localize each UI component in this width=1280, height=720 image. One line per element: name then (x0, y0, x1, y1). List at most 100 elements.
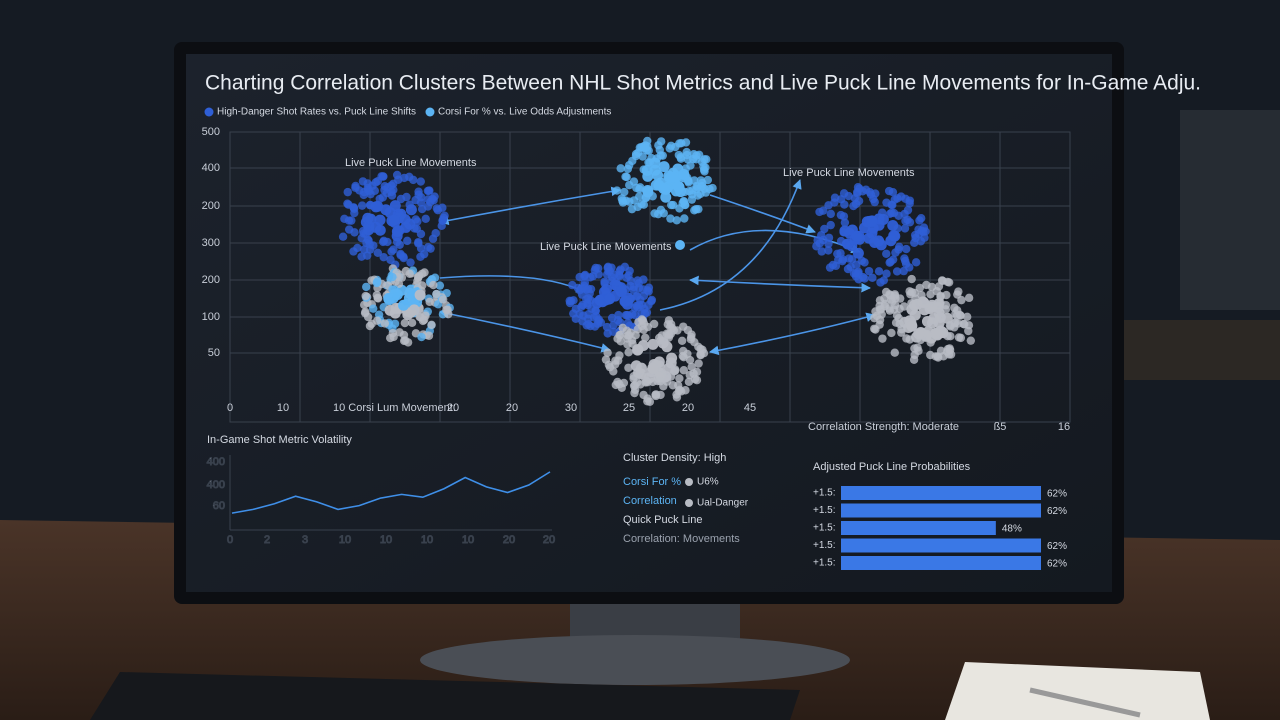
info-line: Corsi For % (623, 476, 681, 488)
cluster-dot (685, 355, 695, 365)
cluster-dot (373, 248, 382, 258)
x-tick-label: 20 (682, 402, 694, 414)
cluster-dot (668, 323, 677, 333)
cluster-dot (868, 273, 877, 282)
cluster-dot (666, 214, 675, 223)
info-dot (685, 499, 693, 507)
cluster-dot (907, 274, 916, 284)
bar-value-label: 48% (1002, 524, 1022, 535)
cluster-dot (689, 149, 699, 159)
cluster-dot (399, 213, 411, 225)
x-tick-label: 20 (447, 402, 459, 414)
cluster-dot (628, 339, 637, 348)
cluster-dot (389, 332, 398, 342)
cluster-dot (627, 204, 637, 214)
cluster-dot (380, 319, 390, 328)
cluster-dot (909, 299, 921, 311)
x-tick-label: 10 (380, 534, 392, 546)
cluster-dot (909, 355, 919, 364)
cluster-dot (892, 267, 902, 276)
cluster-dot (400, 221, 412, 233)
cluster-dot (395, 328, 404, 337)
cluster-dot (641, 378, 650, 387)
bar-chart: +1.5: 62% +1.5: 62% +1.5: 48% +1.5: 62% +1.5: 62% (813, 486, 1067, 570)
cluster-dot (379, 237, 388, 247)
legend-swatch (204, 107, 214, 117)
cluster-dot (417, 332, 426, 342)
cluster-dot (624, 363, 633, 372)
cluster-dot (343, 187, 352, 197)
cluster-dot (927, 317, 939, 329)
cluster-dot (864, 266, 874, 276)
info-line: Correlation (623, 495, 677, 507)
cluster-dot (603, 329, 612, 338)
cluster-dot (405, 269, 414, 279)
cluster-dot (959, 319, 968, 329)
cluster-dot (885, 304, 894, 313)
cluster-dot (438, 295, 448, 304)
cluster-dot (350, 208, 359, 218)
cluster-dot (679, 346, 688, 356)
cluster-dot (362, 282, 371, 292)
cluster-dot (357, 252, 366, 261)
cluster-dot (881, 287, 891, 297)
cluster-dot (391, 225, 403, 237)
cluster-dot (917, 296, 929, 308)
info-line: Ual-Danger (697, 498, 749, 509)
cluster-dot (668, 171, 680, 183)
cluster-dot (954, 287, 963, 296)
info-dot (685, 478, 693, 486)
cluster-dot (674, 150, 684, 160)
connectors (439, 179, 876, 356)
cluster-dot (679, 322, 688, 331)
cluster-dot (616, 164, 625, 173)
cluster-dot (629, 381, 639, 391)
cluster-dot (365, 321, 375, 331)
bar (841, 556, 1041, 570)
cluster-dot (871, 325, 880, 334)
cluster-dot (387, 187, 396, 197)
cluster-dot (605, 266, 614, 276)
cluster-dot (603, 348, 612, 357)
y-tick-label: 400 (207, 456, 225, 468)
cluster-dot (656, 336, 665, 345)
cluster-dot (921, 227, 930, 236)
cluster-dot (384, 304, 396, 316)
cluster-dot (946, 322, 955, 331)
line-chart: 400 400 60 0 2 3 10 10 10 10 20 20 (206, 455, 556, 546)
cluster-dot (889, 208, 899, 218)
x-tick-label: 2 (264, 534, 270, 546)
cluster-dot (443, 305, 452, 314)
notepad (945, 662, 1210, 720)
cluster-dot (957, 295, 966, 305)
cluster-dot (680, 214, 689, 223)
cluster-dot (571, 304, 581, 314)
bar-chart-title: Adjusted Puck Line Probabilities (813, 461, 971, 473)
bar (841, 521, 996, 535)
cluster-dot (824, 239, 833, 248)
cluster-dot (830, 198, 839, 207)
cluster-dot (372, 278, 382, 288)
cluster-dot (647, 153, 656, 163)
cluster-dot (639, 142, 648, 151)
y-tick-label: 500 (202, 126, 220, 138)
cluster-dot (887, 200, 896, 209)
bar-category: +1.5: (813, 558, 836, 569)
y-tick-label: 200 (202, 200, 220, 212)
cluster-dot (641, 333, 650, 342)
x-tick-label: 10 (462, 534, 474, 546)
cluster-dot (378, 172, 388, 181)
cluster-dot (611, 277, 621, 287)
cluster-dot (647, 295, 657, 305)
bar-category: +1.5: (813, 505, 836, 516)
cluster-dot (414, 289, 426, 301)
cluster-dot (615, 331, 624, 340)
y-tick-label: 300 (202, 237, 220, 249)
cluster-dot (667, 200, 676, 210)
info-line: Quick Puck Line (623, 514, 702, 526)
cluster-dot (428, 234, 438, 243)
cluster-dot (357, 201, 367, 210)
cluster-dot (895, 304, 904, 313)
